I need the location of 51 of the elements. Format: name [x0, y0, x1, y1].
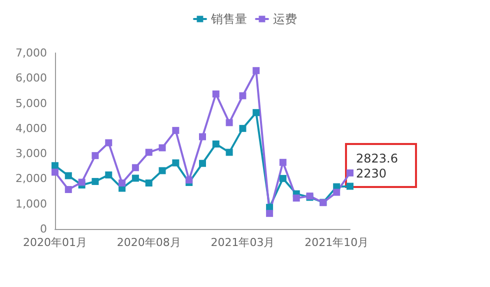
point — [64, 172, 72, 180]
point — [279, 174, 286, 182]
point — [226, 148, 233, 156]
legend-label: 运费 — [273, 12, 297, 26]
point — [239, 124, 246, 132]
point — [145, 148, 152, 156]
y-tick-label: 6,000 — [16, 72, 47, 85]
point — [252, 109, 260, 116]
point — [346, 169, 354, 176]
y-tick-label: 0 — [40, 222, 47, 236]
point — [199, 133, 206, 140]
point — [266, 210, 274, 217]
point — [92, 152, 99, 160]
point — [239, 92, 246, 100]
point — [212, 140, 220, 148]
point — [226, 119, 233, 126]
y-tick-label: 7,000 — [16, 46, 47, 60]
point — [145, 179, 152, 186]
y-tick-label: 3,000 — [16, 147, 47, 160]
point — [132, 164, 139, 172]
point — [186, 176, 193, 184]
point — [105, 171, 112, 178]
legend-label: 销售量 — [210, 12, 247, 26]
point — [333, 188, 340, 196]
x-tick-label: 2020年08月 — [116, 236, 181, 249]
x-tick-label: 2020年01月 — [23, 236, 87, 249]
point — [105, 139, 112, 146]
point — [172, 126, 180, 134]
y-tick-label: 1,000 — [16, 197, 47, 210]
x-tick-label: 2021年10月 — [304, 236, 369, 249]
point — [279, 158, 286, 166]
point — [252, 67, 260, 74]
point — [172, 159, 180, 166]
point — [158, 144, 166, 152]
point — [158, 167, 166, 174]
y-tick-label: 5,000 — [16, 96, 47, 110]
point — [118, 179, 126, 186]
point — [199, 160, 206, 167]
text: 2823.6 2230 — [356, 152, 398, 180]
point — [212, 90, 220, 98]
point — [64, 186, 72, 194]
y-tick-label: 4,000 — [16, 122, 47, 135]
point — [92, 178, 99, 185]
point — [346, 182, 354, 190]
y-tick-label: 2,000 — [16, 172, 47, 186]
point — [52, 168, 58, 176]
point — [292, 194, 300, 202]
point — [132, 174, 139, 182]
x-tick-label: 2021年03月 — [210, 236, 275, 249]
point — [78, 178, 86, 186]
point — [52, 162, 58, 170]
